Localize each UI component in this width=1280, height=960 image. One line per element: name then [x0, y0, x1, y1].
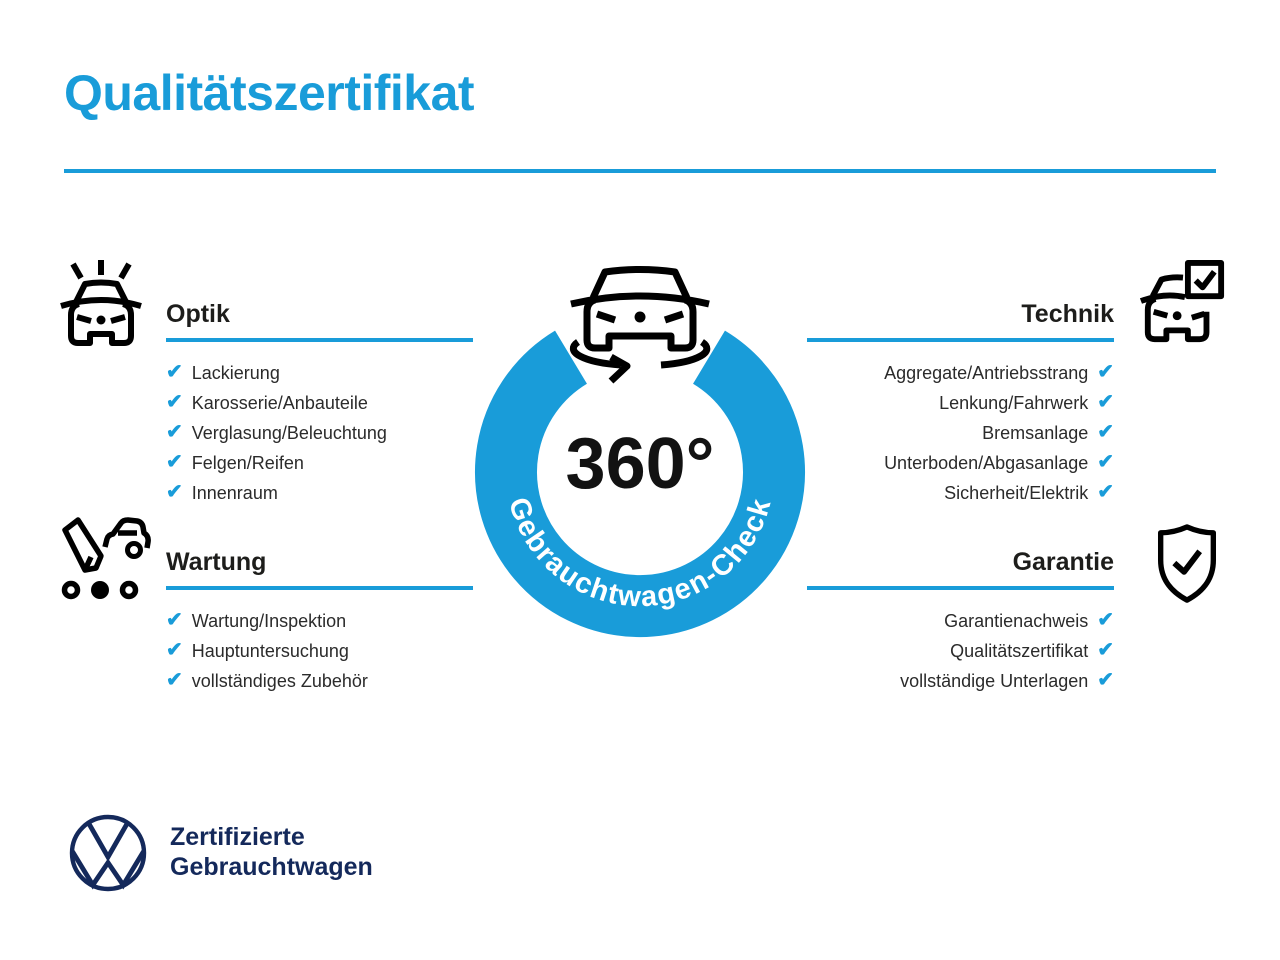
shield-check-icon: [1157, 524, 1217, 603]
page-title: Qualitätszertifikat: [64, 65, 475, 121]
shiny-car-icon: [60, 260, 142, 346]
check-icon: ✔: [1097, 451, 1114, 473]
checklist-optik: ✔ Lackierung ✔ Karosserie/Anbauteile ✔ Verg…: [166, 358, 473, 508]
list-item: Bremsanlage ✔: [807, 418, 1114, 448]
title-divider: [64, 169, 1216, 173]
checklist-item-label: Lenkung/Fahrwerk: [939, 392, 1089, 413]
checklist-item-label: Bremsanlage: [982, 422, 1089, 443]
section-technik: Technik Aggregate/Antriebsstrang ✔ Lenkun…: [807, 299, 1114, 508]
list-item: ✔ Innenraum: [166, 478, 473, 508]
list-item: ✔ Lackierung: [166, 358, 473, 388]
check-icon: ✔: [1097, 391, 1114, 413]
section-rule: [807, 586, 1114, 590]
checklist-wartung: ✔ Wartung/Inspektion ✔ Hauptuntersuchung ✔…: [166, 606, 473, 696]
section-title-technik: Technik: [1021, 300, 1114, 328]
checklist-item-label: Sicherheit/Elektrik: [944, 482, 1089, 503]
section-rule: [166, 586, 473, 590]
section-rule: [807, 338, 1114, 342]
list-item: vollständige Unterlagen ✔: [807, 666, 1114, 696]
check-icon: ✔: [166, 361, 183, 383]
list-item: ✔ Hauptuntersuchung: [166, 636, 473, 666]
section-wartung: Wartung ✔ Wartung/Inspektion ✔ Hauptunters…: [166, 547, 473, 696]
checklist-technik: Aggregate/Antriebsstrang ✔ Lenkung/Fahrwe…: [807, 358, 1114, 508]
section-title-wartung: Wartung: [166, 548, 267, 576]
list-item: Lenkung/Fahrwerk ✔: [807, 388, 1114, 418]
list-item: Aggregate/Antriebsstrang ✔: [807, 358, 1114, 388]
rotating-car-icon: [569, 266, 711, 384]
donut-ring: [475, 330, 805, 637]
check-icon: ✔: [166, 639, 183, 661]
checklist-item-label: Karosserie/Anbauteile: [191, 392, 368, 413]
list-item: Sicherheit/Elektrik ✔: [807, 478, 1114, 508]
list-item: Qualitätszertifikat ✔: [807, 636, 1114, 666]
checklist-item-label: Innenraum: [191, 482, 278, 503]
check-icon: ✔: [1097, 609, 1114, 631]
checklist-item-label: Wartung/Inspektion: [191, 610, 347, 631]
vw-logo: [69, 814, 147, 892]
section-optik: Optik ✔ Lackierung ✔ Karosserie/Anbauteile…: [166, 299, 473, 508]
brand-line-1: Zertifizierte: [170, 823, 305, 851]
checklist-garantie: Garantienachweis ✔ Qualitätszertifikat ✔ v…: [807, 606, 1114, 696]
section-rule: [166, 338, 473, 342]
list-item: ✔ vollständiges Zubehör: [166, 666, 473, 696]
check-icon: ✔: [166, 391, 183, 413]
brand-wordmark: Zertifizierte Gebrauchtwagen: [170, 822, 373, 882]
checklist-item-label: vollständige Unterlagen: [900, 670, 1089, 691]
check-icon: ✔: [166, 451, 183, 473]
check-icon: ✔: [1097, 361, 1114, 383]
list-item: Unterboden/Abgasanlage ✔: [807, 448, 1114, 478]
checklist-item-label: Verglasung/Beleuchtung: [191, 422, 387, 443]
section-title-garantie: Garantie: [1012, 548, 1114, 576]
check-icon: ✔: [1097, 421, 1114, 443]
pencil-service-icon: [61, 517, 151, 600]
brand-line-2: Gebrauchtwagen: [170, 853, 373, 881]
list-item: ✔ Verglasung/Beleuchtung: [166, 418, 473, 448]
checklist-item-label: Felgen/Reifen: [191, 452, 304, 473]
section-garantie: Garantie Garantienachweis ✔ Qualitätszert…: [807, 547, 1114, 696]
list-item: ✔ Felgen/Reifen: [166, 448, 473, 478]
car-checkbox-icon: [1139, 259, 1225, 343]
check-icon: ✔: [166, 481, 183, 503]
checklist-item-label: Qualitätszertifikat: [950, 640, 1089, 661]
checklist-item-label: Lackierung: [191, 362, 280, 383]
check-icon: ✔: [166, 421, 183, 443]
check-icon: ✔: [1097, 669, 1114, 691]
checklist-item-label: vollständiges Zubehör: [191, 670, 368, 691]
checklist-item-label: Garantienachweis: [944, 610, 1089, 631]
check-icon: ✔: [1097, 481, 1114, 503]
checklist-item-label: Hauptuntersuchung: [191, 640, 349, 661]
check-icon: ✔: [1097, 639, 1114, 661]
check-icon: ✔: [166, 669, 183, 691]
checklist-item-label: Aggregate/Antriebsstrang: [884, 362, 1089, 383]
list-item: Garantienachweis ✔: [807, 606, 1114, 636]
checklist-item-label: Unterboden/Abgasanlage: [884, 452, 1089, 473]
section-title-optik: Optik: [166, 300, 230, 328]
list-item: ✔ Karosserie/Anbauteile: [166, 388, 473, 418]
360-check-badge: Gebrauchtwagen-Check 360°: [475, 266, 805, 637]
list-item: ✔ Wartung/Inspektion: [166, 606, 473, 636]
check-icon: ✔: [166, 609, 183, 631]
degree-label: 360°: [566, 424, 715, 504]
